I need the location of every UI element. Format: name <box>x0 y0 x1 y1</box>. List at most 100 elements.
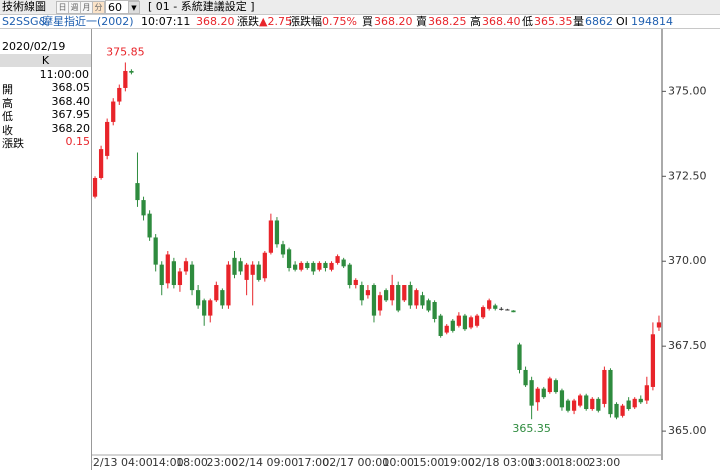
info-value: 368.40 <box>51 94 91 108</box>
candle-body <box>456 315 461 326</box>
info-label: 漲跌 <box>2 137 24 150</box>
last: 368.20 <box>196 15 235 28</box>
candle-body <box>208 300 213 316</box>
candle-body <box>214 285 219 301</box>
candle-body <box>638 398 643 403</box>
x-tick-label: 23:00 <box>207 456 239 469</box>
candle-body <box>559 390 565 408</box>
candle-body <box>644 385 649 401</box>
candle-body <box>426 300 431 311</box>
x-tick-label: 02/14 09:00 <box>231 456 298 469</box>
candle-body <box>305 262 310 269</box>
candle-body <box>365 290 371 296</box>
label: 高 <box>470 15 481 28</box>
candle-body <box>535 388 540 403</box>
info-row: 漲跌 0.15 <box>2 135 90 150</box>
candle-body <box>353 279 358 286</box>
candle-body <box>620 405 625 416</box>
candle-body <box>165 254 170 284</box>
info-label: 收 <box>2 123 13 137</box>
candle-body <box>238 261 243 272</box>
candle-body <box>438 315 443 336</box>
info-value: 367.95 <box>51 108 91 121</box>
candle-body <box>487 300 492 309</box>
candle-body <box>293 264 298 270</box>
volume: 6862 <box>585 15 613 28</box>
candle-body <box>335 256 340 263</box>
change: ▲2.75 <box>259 15 292 28</box>
time: 10:07:11 <box>141 15 191 28</box>
info-value: 368.20 <box>51 121 91 135</box>
x-tick-label: 13:00 <box>528 456 560 469</box>
x-tick-label: 15:00 <box>413 456 445 469</box>
extreme-label: 365.35 <box>512 422 551 435</box>
candle-body <box>656 322 662 328</box>
x-tick-label: 18:00 <box>558 456 590 469</box>
x-tick-label: 19:00 <box>443 456 475 469</box>
candle-body <box>468 317 474 328</box>
candle-body <box>262 252 267 279</box>
candle-body <box>323 262 328 269</box>
candle-body <box>474 315 480 326</box>
oi: 194814 <box>631 15 673 28</box>
high: 368.40 <box>482 15 521 28</box>
candle-body <box>250 264 255 275</box>
candle-body <box>480 307 486 318</box>
date: 2020/02/19 <box>2 40 66 53</box>
period-button[interactable]: 分 <box>92 1 105 14</box>
toolbar-title: 技術線圖 <box>2 0 46 13</box>
y-tick-label: 372.50 <box>668 169 707 182</box>
candle-body <box>402 285 407 301</box>
candle-body <box>602 369 607 404</box>
x-tick-label: 14:00 <box>152 456 184 469</box>
candle-body <box>499 308 504 310</box>
info-label: 開 <box>2 83 13 96</box>
info-row: 開 368.05 <box>2 81 90 96</box>
x-tick-label: 02/13 04:00 <box>92 456 153 469</box>
candle-body <box>414 290 419 306</box>
candle-body <box>565 400 571 411</box>
candle-body <box>147 213 152 238</box>
label: 低 <box>522 15 533 28</box>
chart: 365.00 367.50 370.00 372.50 375.00 02/13 04:0… <box>92 29 707 469</box>
y-tick-label: 370.00 <box>668 254 707 267</box>
candle-body <box>517 344 522 370</box>
candle-body <box>590 398 595 410</box>
candle-body <box>299 262 304 270</box>
toolbar: 技術線圖 日 週 月 分 60 ▼ [ 01 - 系統建議設定 ] <box>0 0 720 15</box>
panel-header: K <box>0 54 91 67</box>
candle-body <box>232 257 237 275</box>
candle-body <box>183 261 189 272</box>
candle-body <box>123 70 128 88</box>
candle-body <box>92 177 98 197</box>
candle-body <box>541 388 546 398</box>
candle-body <box>177 271 183 286</box>
candle-body <box>396 285 401 311</box>
panel-time: 11:00:00 <box>39 68 89 81</box>
candle-body <box>202 300 207 316</box>
candle-body <box>111 101 116 122</box>
dropdown-arrow[interactable]: ▼ <box>128 1 140 14</box>
label: 量 <box>573 15 584 28</box>
label: 漲跌 <box>237 15 259 28</box>
x-tick-label: 02/17 00:00 <box>322 456 389 469</box>
setting[interactable]: [ 01 - 系統建議設定 ] <box>148 0 255 13</box>
candle-body <box>347 264 352 286</box>
pct: 0.75% <box>322 15 357 28</box>
candle-body <box>220 290 225 306</box>
info-panel: 2020/02/19 K 11:00:00 開 368.05 高 368.40 低 367… <box>0 29 92 470</box>
label: 賣 <box>416 15 427 28</box>
candle-body <box>244 264 249 280</box>
bid: 368.20 <box>374 15 413 28</box>
candle-body <box>274 220 280 245</box>
candle-body <box>505 309 510 311</box>
candle-body <box>329 262 334 270</box>
label: 買 <box>362 15 373 28</box>
x-tick-label: 23:00 <box>589 456 621 469</box>
quote-bar: S2SSG& 摩星指近一(2002) 10:07:11 368.20 漲跌 ▲2… <box>0 15 720 29</box>
candle-body <box>432 302 437 319</box>
candle-body <box>105 121 110 156</box>
candle-body <box>256 264 261 280</box>
candle-body <box>117 87 122 102</box>
candle-body <box>608 369 613 415</box>
